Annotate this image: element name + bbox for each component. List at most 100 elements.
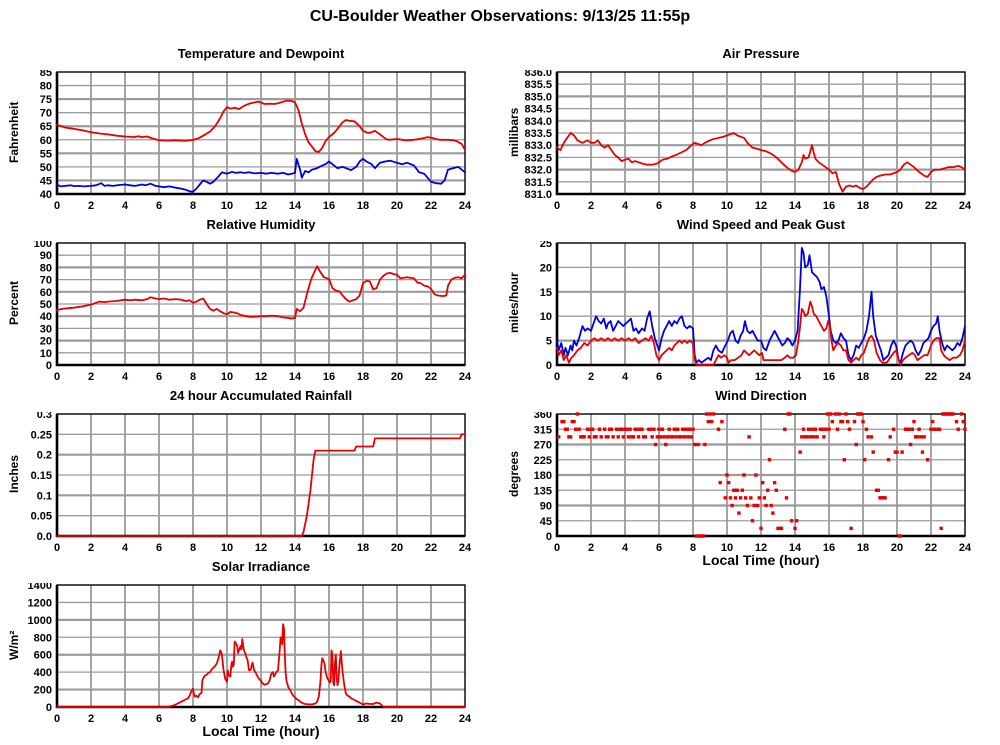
- svg-text:1400: 1400: [28, 583, 52, 592]
- svg-text:14: 14: [789, 371, 802, 383]
- svg-text:16: 16: [823, 200, 835, 212]
- svg-text:16: 16: [323, 542, 335, 554]
- svg-text:0.3: 0.3: [37, 412, 52, 421]
- svg-text:24: 24: [459, 200, 472, 212]
- svg-text:8: 8: [690, 371, 696, 383]
- svg-text:12: 12: [255, 542, 267, 554]
- svg-text:8: 8: [690, 542, 696, 554]
- svg-text:225: 225: [534, 455, 552, 467]
- svg-text:40: 40: [40, 311, 52, 323]
- svg-text:22: 22: [925, 542, 937, 554]
- svg-text:4: 4: [122, 713, 129, 725]
- svg-text:0: 0: [546, 360, 552, 372]
- svg-text:18: 18: [357, 542, 369, 554]
- svg-text:16: 16: [823, 371, 835, 383]
- chart-air-pressure: Air Pressure millibars 0 2 4 6 8 10 12 14 16 18 20…: [500, 40, 1000, 232]
- svg-text:10: 10: [221, 371, 233, 383]
- svg-text:20: 20: [391, 713, 403, 725]
- svg-text:0: 0: [554, 542, 560, 554]
- chart-title: Relative Humidity: [206, 217, 316, 232]
- svg-text:835.5: 835.5: [524, 79, 552, 91]
- svg-text:834.5: 834.5: [524, 104, 552, 116]
- svg-text:22: 22: [425, 542, 437, 554]
- svg-text:24: 24: [459, 371, 472, 383]
- svg-text:10: 10: [540, 311, 552, 323]
- svg-text:831.5: 831.5: [524, 177, 552, 189]
- svg-text:6: 6: [156, 200, 162, 212]
- page-title: CU-Boulder Weather Observations: 9/13/25…: [309, 8, 691, 25]
- svg-text:10: 10: [721, 371, 733, 383]
- air-pressure-plot: 0 2 4 6 8 10 12 14 16 18 20 22 24831.0831.5832.0832.…: [524, 70, 972, 212]
- svg-text:6: 6: [156, 371, 162, 383]
- svg-text:4: 4: [122, 200, 129, 212]
- svg-text:835.0: 835.0: [524, 91, 552, 103]
- svg-text:10: 10: [221, 200, 233, 212]
- svg-text:90: 90: [540, 501, 552, 513]
- rainfall-plot: 0 2 4 6 8 10 12 14 16 18 20 22 240.00.050.10.150.20.…: [31, 412, 472, 554]
- svg-text:2: 2: [88, 371, 94, 383]
- svg-text:8: 8: [190, 200, 196, 212]
- chart-title: 24 hour Accumulated Rainfall: [169, 388, 353, 403]
- svg-text:4: 4: [122, 542, 129, 554]
- svg-text:12: 12: [255, 713, 267, 725]
- svg-text:800: 800: [34, 632, 52, 644]
- svg-text:833.0: 833.0: [524, 140, 552, 152]
- chart-title: Wind Speed and Peak Gust: [676, 217, 846, 232]
- svg-text:600: 600: [34, 650, 52, 662]
- temperature-dewpoint-plot: 0 2 4 6 8 10 12 14 16 18 20 22 244045505560657075808…: [40, 70, 472, 212]
- svg-text:0.25: 0.25: [31, 429, 52, 441]
- svg-text:12: 12: [255, 371, 267, 383]
- chart-relative-humidity: Relative Humidity Percent 0 2 4 6 8 10 12 14 16 1…: [0, 211, 500, 403]
- svg-text:12: 12: [755, 200, 767, 212]
- svg-text:20: 20: [540, 262, 552, 274]
- svg-text:22: 22: [925, 200, 937, 212]
- svg-text:100: 100: [34, 241, 52, 250]
- svg-text:24: 24: [959, 371, 972, 383]
- svg-text:20: 20: [40, 336, 52, 348]
- svg-text:55: 55: [40, 148, 52, 160]
- svg-text:45: 45: [540, 516, 552, 528]
- svg-text:24: 24: [959, 200, 972, 212]
- svg-text:40: 40: [40, 189, 52, 201]
- svg-text:16: 16: [323, 371, 335, 383]
- chart-title: Wind Direction: [715, 388, 807, 403]
- svg-text:20: 20: [391, 371, 403, 383]
- svg-text:6: 6: [656, 371, 662, 383]
- svg-text:24: 24: [959, 542, 972, 554]
- svg-text:0.0: 0.0: [37, 531, 52, 543]
- svg-text:832.5: 832.5: [524, 152, 552, 164]
- svg-text:0.1: 0.1: [37, 490, 52, 502]
- svg-text:0: 0: [46, 702, 52, 714]
- svg-text:60: 60: [40, 287, 52, 299]
- svg-text:18: 18: [857, 200, 869, 212]
- x-axis-label: Local Time (hour): [702, 552, 820, 568]
- svg-text:20: 20: [891, 542, 903, 554]
- svg-text:50: 50: [40, 162, 52, 174]
- svg-text:22: 22: [925, 371, 937, 383]
- svg-text:20: 20: [891, 371, 903, 383]
- svg-text:30: 30: [40, 323, 52, 335]
- svg-text:834.0: 834.0: [524, 116, 552, 128]
- svg-text:20: 20: [391, 200, 403, 212]
- svg-text:8: 8: [690, 200, 696, 212]
- svg-text:18: 18: [857, 542, 869, 554]
- svg-text:0: 0: [46, 360, 52, 372]
- svg-text:6: 6: [656, 542, 662, 554]
- svg-text:14: 14: [289, 542, 302, 554]
- svg-text:0: 0: [546, 531, 552, 543]
- svg-text:6: 6: [156, 713, 162, 725]
- svg-text:1200: 1200: [28, 597, 52, 609]
- svg-text:135: 135: [534, 485, 552, 497]
- svg-text:20: 20: [391, 542, 403, 554]
- svg-text:20: 20: [891, 200, 903, 212]
- solar-irradiance-plot: 0 2 4 6 8 10 12 14 16 18 20 22 240200400600800100012…: [28, 583, 472, 725]
- svg-text:22: 22: [425, 200, 437, 212]
- svg-text:6: 6: [156, 542, 162, 554]
- svg-text:0: 0: [54, 371, 60, 383]
- svg-text:0.2: 0.2: [37, 450, 52, 462]
- svg-text:14: 14: [789, 542, 802, 554]
- svg-text:0.05: 0.05: [31, 511, 52, 523]
- svg-text:70: 70: [40, 275, 52, 287]
